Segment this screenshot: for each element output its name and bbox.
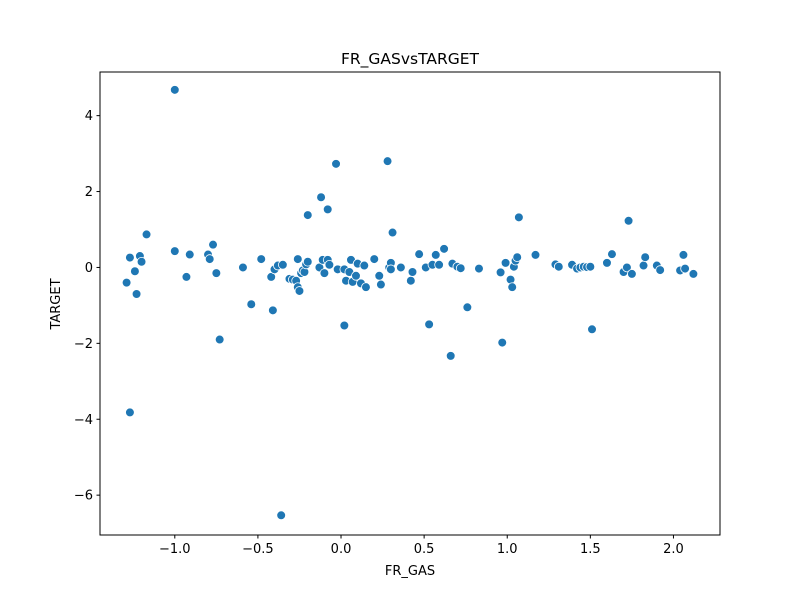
data-point [622, 262, 632, 273]
data-point [316, 192, 326, 203]
x-axis-ticks: −1.0 −0.5 0.0 0.5 1.0 1.5 2.0 [159, 535, 684, 557]
data-point [439, 244, 449, 254]
data-point [125, 407, 135, 418]
data-point [474, 263, 484, 274]
data-point [406, 275, 416, 286]
data-point [627, 269, 637, 279]
data-point [430, 250, 441, 260]
data-point [434, 259, 444, 270]
data-point [376, 279, 386, 290]
x-tick-label: −0.5 [242, 542, 274, 557]
data-point [170, 85, 180, 95]
data-point [678, 250, 689, 260]
data-point [136, 256, 147, 267]
data-point [623, 215, 634, 226]
data-point [607, 249, 617, 259]
data-point [319, 268, 330, 278]
data-point [462, 302, 473, 313]
data-point [455, 263, 466, 274]
data-point [361, 282, 371, 292]
data-point [141, 229, 152, 240]
data-point [351, 270, 361, 281]
data-point [587, 324, 597, 335]
data-point [424, 319, 434, 330]
data-point [214, 334, 225, 345]
data-point [359, 260, 370, 271]
data-point [495, 267, 506, 278]
data-point [302, 256, 313, 267]
x-tick-label: 1.0 [497, 542, 518, 557]
data-point [387, 227, 398, 238]
y-tick-label: 4 [85, 109, 93, 124]
data-point [268, 305, 278, 316]
data-point [688, 269, 699, 279]
data-point [507, 282, 518, 292]
data-point [276, 510, 286, 521]
data-point [530, 250, 541, 260]
y-axis-label: TARGET [49, 278, 64, 330]
x-tick-label: 0.0 [331, 542, 352, 557]
data-point [256, 254, 267, 264]
x-tick-label: 1.5 [580, 542, 601, 557]
data-point [208, 239, 218, 250]
data-point [640, 252, 650, 263]
y-tick-label: −4 [74, 413, 93, 428]
data-point [407, 267, 418, 277]
data-point [292, 254, 303, 264]
data-point [131, 289, 142, 299]
data-point [497, 337, 508, 348]
data-point [500, 258, 511, 268]
x-tick-label: 2.0 [663, 542, 684, 557]
data-point [238, 262, 248, 273]
y-tick-label: 0 [85, 261, 93, 276]
data-point [680, 263, 690, 274]
data-point [638, 260, 649, 271]
data-point [386, 264, 396, 275]
data-point [655, 265, 665, 275]
chart-title: FR_GASvsTARGET [341, 50, 480, 69]
data-point [278, 259, 288, 270]
x-tick-label: −1.0 [159, 542, 191, 557]
y-axis-ticks: −6 −4 −2 0 2 4 [74, 109, 100, 504]
y-tick-label: −6 [74, 489, 93, 504]
data-point [302, 210, 313, 220]
data-point [246, 299, 257, 310]
data-point [170, 246, 180, 256]
y-tick-label: −2 [74, 337, 93, 352]
data-point [322, 204, 333, 215]
data-point [125, 252, 135, 263]
plot-frame [99, 71, 721, 536]
data-point [382, 156, 393, 166]
data-point [331, 159, 341, 169]
data-point [184, 249, 195, 260]
data-point [396, 262, 406, 273]
data-point [204, 254, 215, 264]
data-point [324, 259, 335, 270]
x-tick-label: 0.5 [414, 542, 435, 557]
data-point [374, 270, 385, 281]
data-point [211, 268, 222, 278]
data-point [121, 277, 132, 288]
data-point [585, 261, 596, 272]
x-axis-label: FR_GAS [385, 564, 435, 579]
data-point [445, 351, 456, 361]
data-point [514, 212, 524, 223]
data-point [602, 258, 612, 268]
data-point [553, 261, 564, 272]
y-tick-label: 2 [85, 185, 93, 200]
data-point [414, 249, 424, 259]
data-point [369, 254, 380, 264]
data-point [512, 252, 523, 263]
data-point [130, 266, 140, 277]
data-point [294, 286, 305, 296]
data-point [339, 320, 350, 331]
points-layer [121, 85, 699, 521]
data-point [181, 272, 192, 282]
